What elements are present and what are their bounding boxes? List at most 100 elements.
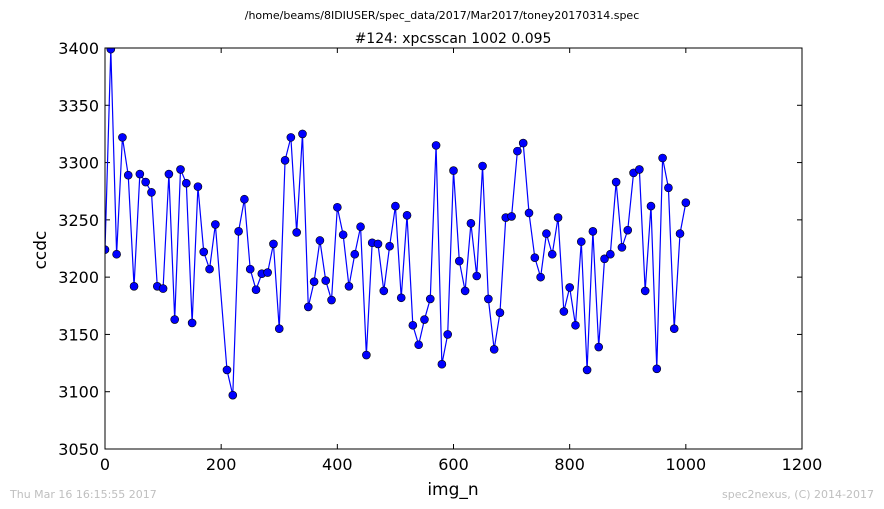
data-point bbox=[594, 342, 604, 352]
data-point bbox=[327, 295, 336, 305]
data-point bbox=[379, 286, 389, 296]
data-point bbox=[484, 294, 493, 304]
data-point bbox=[129, 282, 139, 291]
data-point bbox=[611, 177, 621, 187]
data-point bbox=[600, 254, 609, 264]
x-tick-label: 1000 bbox=[665, 455, 706, 474]
y-tick-label: 3200 bbox=[58, 268, 99, 287]
data-point bbox=[176, 165, 185, 174]
data-point bbox=[507, 212, 516, 221]
plot-area bbox=[104, 47, 803, 450]
data-point bbox=[263, 268, 272, 277]
data-point bbox=[234, 227, 243, 236]
data-point bbox=[199, 247, 209, 257]
data-point bbox=[559, 307, 569, 316]
y-tick-label: 3350 bbox=[58, 96, 99, 115]
data-point bbox=[105, 245, 110, 254]
data-point bbox=[193, 182, 203, 191]
data-point bbox=[635, 165, 644, 174]
data-point bbox=[338, 230, 348, 240]
data-point bbox=[460, 286, 470, 296]
plot-background bbox=[105, 48, 802, 449]
file-path-label: /home/beams/8IDIUSER/spec_data/2017/Mar2… bbox=[245, 9, 640, 22]
data-point bbox=[553, 213, 563, 222]
data-point bbox=[245, 264, 255, 274]
data-point bbox=[652, 364, 662, 374]
data-point bbox=[396, 293, 406, 303]
data-point bbox=[640, 286, 650, 296]
y-tick-label: 3050 bbox=[58, 440, 99, 459]
x-tick-label: 400 bbox=[322, 455, 353, 474]
data-point bbox=[472, 271, 482, 281]
y-tick-labels: 3050 3100 3150 3200 3250 3300 3350 3400 bbox=[58, 39, 99, 459]
data-point bbox=[123, 170, 133, 180]
data-point bbox=[565, 283, 574, 292]
series-line bbox=[105, 49, 687, 396]
data-point bbox=[455, 256, 464, 266]
data-point bbox=[164, 169, 174, 179]
x-tick-label: 800 bbox=[554, 455, 585, 474]
data-point bbox=[489, 345, 499, 354]
x-axis-label: img_n bbox=[427, 480, 478, 500]
data-point bbox=[536, 272, 545, 282]
data-point bbox=[356, 222, 365, 232]
data-point bbox=[524, 208, 534, 218]
data-point bbox=[437, 359, 447, 369]
data-point bbox=[449, 166, 458, 175]
data-point bbox=[222, 365, 232, 375]
data-point bbox=[158, 284, 168, 293]
data-point bbox=[669, 324, 679, 334]
data-point bbox=[333, 202, 342, 212]
data-point bbox=[251, 285, 261, 295]
data-series bbox=[105, 48, 691, 400]
data-point bbox=[664, 183, 673, 193]
data-point bbox=[518, 138, 528, 148]
data-point bbox=[187, 318, 197, 328]
data-point bbox=[681, 198, 691, 207]
data-point bbox=[576, 237, 586, 246]
data-point bbox=[274, 324, 284, 334]
data-point bbox=[303, 302, 313, 312]
data-point bbox=[588, 227, 598, 236]
data-point bbox=[298, 129, 307, 139]
data-point bbox=[420, 315, 429, 324]
data-point bbox=[292, 228, 301, 237]
data-point bbox=[147, 188, 156, 197]
data-point bbox=[135, 169, 145, 179]
data-point bbox=[211, 220, 220, 229]
data-point bbox=[675, 229, 685, 238]
data-point bbox=[315, 236, 325, 245]
data-point bbox=[362, 350, 371, 360]
y-tick-label: 3400 bbox=[58, 39, 99, 58]
data-point bbox=[617, 243, 627, 252]
data-point bbox=[118, 133, 127, 142]
data-point bbox=[391, 201, 400, 211]
data-point bbox=[385, 241, 394, 251]
y-axis-label: ccdc bbox=[31, 231, 51, 270]
data-point bbox=[350, 249, 360, 259]
data-point bbox=[170, 315, 179, 324]
data-point bbox=[269, 239, 278, 249]
data-point bbox=[478, 161, 487, 171]
data-point bbox=[547, 249, 557, 259]
data-point bbox=[205, 264, 214, 274]
y-tick-label: 3100 bbox=[58, 383, 99, 402]
data-point bbox=[425, 294, 435, 304]
data-point bbox=[402, 210, 412, 220]
y-tick-label: 3150 bbox=[58, 325, 99, 344]
data-point bbox=[582, 365, 592, 375]
data-point bbox=[408, 320, 418, 330]
data-point bbox=[606, 249, 615, 259]
data-point bbox=[112, 249, 121, 259]
data-point bbox=[571, 320, 580, 330]
data-point bbox=[373, 239, 383, 249]
data-point bbox=[228, 390, 238, 400]
data-point bbox=[309, 277, 319, 287]
data-point bbox=[513, 146, 522, 156]
data-point bbox=[443, 330, 452, 339]
data-point bbox=[106, 48, 116, 54]
data-point bbox=[240, 194, 249, 204]
data-point bbox=[530, 253, 540, 262]
x-tick-label: 600 bbox=[438, 455, 469, 474]
